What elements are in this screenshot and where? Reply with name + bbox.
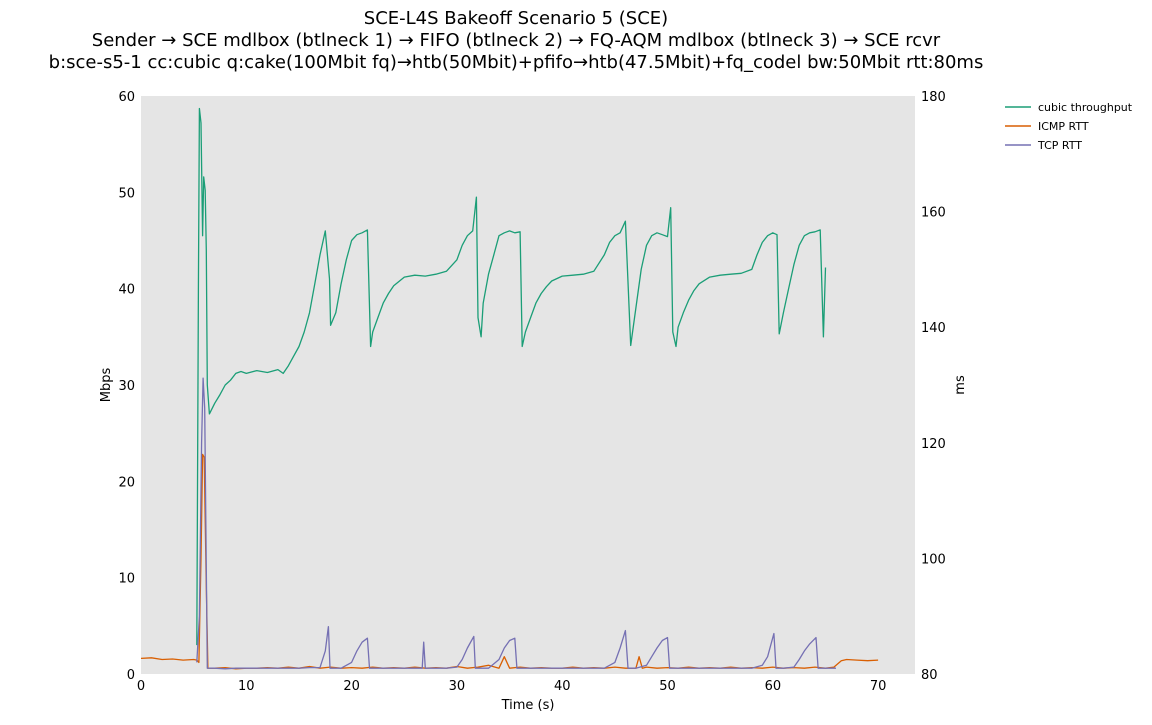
y-left-tick-label: 0 (127, 668, 135, 683)
series-layer (140, 107, 879, 670)
chart-title-line-3: b:sce-s5-1 cc:cubic q:cake(100Mbit fq)→h… (49, 52, 984, 73)
series-line-tcp-rtt (196, 377, 836, 670)
y-left-tick-label: 30 (118, 379, 135, 394)
y-right-tick-label: 120 (921, 437, 946, 452)
x-axis: 0 10 20 30 40 50 60 70 (137, 679, 887, 694)
chart-title-line-2: Sender → SCE mdlbox (btlneck 1) → FIFO (… (92, 30, 941, 51)
x-tick-label: 10 (238, 679, 255, 694)
x-tick-label: 0 (137, 679, 145, 694)
y-left-tick-label: 10 (118, 572, 135, 587)
y-axis-left: 0 10 20 30 40 50 60 (118, 90, 135, 683)
x-tick-label: 40 (554, 679, 571, 694)
x-tick-label: 30 (449, 679, 466, 694)
x-axis-label: Time (s) (501, 698, 555, 713)
y-right-tick-label: 180 (921, 90, 946, 105)
series-line-cubic-throughput (196, 107, 827, 646)
x-tick-label: 70 (870, 679, 887, 694)
chart-title-line-1: SCE-L4S Bakeoff Scenario 5 (SCE) (364, 8, 668, 29)
y-right-tick-label: 160 (921, 206, 946, 221)
legend-label: ICMP RTT (1038, 120, 1089, 133)
legend: cubic throughput ICMP RTT TCP RTT (1005, 101, 1133, 152)
y-axis-right-label: ms (953, 375, 968, 395)
y-right-tick-label: 100 (921, 552, 946, 567)
y-left-tick-label: 50 (118, 186, 135, 201)
y-left-tick-label: 20 (118, 475, 135, 490)
y-left-tick-label: 40 (118, 283, 135, 298)
y-right-tick-label: 140 (921, 321, 946, 336)
legend-label: cubic throughput (1038, 101, 1133, 114)
y-right-tick-label: 80 (921, 668, 938, 683)
x-tick-label: 20 (343, 679, 360, 694)
x-tick-label: 60 (765, 679, 782, 694)
plot-area (141, 96, 915, 674)
x-tick-label: 50 (659, 679, 676, 694)
y-axis-right: 80 100 120 140 160 180 (921, 90, 946, 683)
y-axis-left-label: Mbps (99, 368, 114, 403)
legend-label: TCP RTT (1037, 139, 1082, 152)
y-left-tick-label: 60 (118, 90, 135, 105)
